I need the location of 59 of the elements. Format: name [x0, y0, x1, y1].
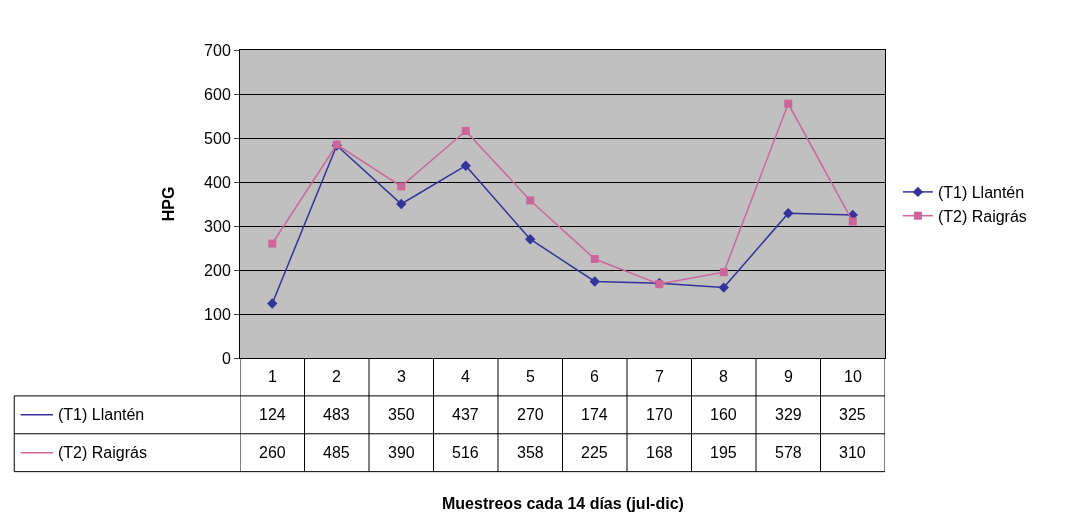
data-label: 168	[646, 444, 673, 461]
point	[526, 196, 535, 205]
data-label: 437	[452, 406, 479, 423]
y-tick-label: 400	[204, 173, 231, 191]
data-label: 485	[323, 444, 350, 461]
point	[719, 268, 728, 277]
data-label: 195	[710, 444, 737, 461]
y-tick-label: 500	[204, 129, 231, 147]
x-tick-label: 8	[719, 368, 728, 385]
x-tick-label: 3	[397, 368, 406, 385]
y-tick-label: 200	[204, 261, 231, 279]
data-label: 124	[259, 406, 286, 423]
x-tick-label: 4	[461, 368, 470, 385]
point	[590, 255, 599, 263]
text: (T1) Llantén	[58, 406, 145, 423]
x-tick-label: 10	[844, 368, 862, 385]
x-tick-label: 7	[655, 368, 664, 385]
point	[718, 282, 729, 293]
data-label: 160	[710, 406, 737, 423]
point	[848, 217, 857, 226]
text: Muestreos cada 14 días (jul-dic)	[442, 495, 684, 512]
y-tick-label: 0	[221, 349, 231, 367]
data-label: 260	[259, 444, 286, 461]
x-tick-label: 6	[590, 368, 599, 385]
data-label: 225	[581, 444, 608, 461]
point	[589, 276, 600, 287]
point	[461, 126, 470, 135]
legend-label: (T2) Raigrás	[937, 207, 1027, 225]
y-tick-label: 300	[204, 217, 231, 235]
data-label: 329	[775, 406, 802, 423]
data-label: 310	[839, 444, 866, 461]
data-label: 483	[323, 406, 350, 423]
y-tick-label: 700	[204, 41, 231, 59]
y-tick-label: 100	[204, 305, 231, 323]
point	[460, 160, 471, 171]
point	[267, 298, 278, 309]
data-label: 174	[581, 406, 608, 423]
x-tick-label: 2	[332, 368, 341, 385]
data-label: 270	[517, 406, 544, 423]
data-label: 390	[388, 444, 415, 461]
text: (T2) Raigrás	[58, 444, 147, 461]
data-label: 350	[388, 406, 415, 423]
point	[396, 198, 407, 210]
y-tick-label: 600	[204, 85, 231, 103]
point	[783, 208, 794, 219]
point	[268, 239, 277, 248]
data-label: 358	[517, 444, 544, 461]
x-tick-label: 5	[526, 368, 535, 385]
point	[784, 99, 793, 108]
y-axis-title: HPG	[160, 186, 177, 222]
x-tick-label: 1	[268, 368, 277, 385]
x-tick-label: 9	[784, 368, 793, 385]
point	[525, 234, 536, 245]
data-label: 325	[839, 406, 866, 423]
legend-label: (T1) Llantén	[937, 184, 1025, 202]
data-label: 170	[646, 406, 673, 423]
data-label: 516	[452, 444, 479, 461]
data-label: 578	[775, 444, 802, 461]
point	[397, 182, 406, 191]
